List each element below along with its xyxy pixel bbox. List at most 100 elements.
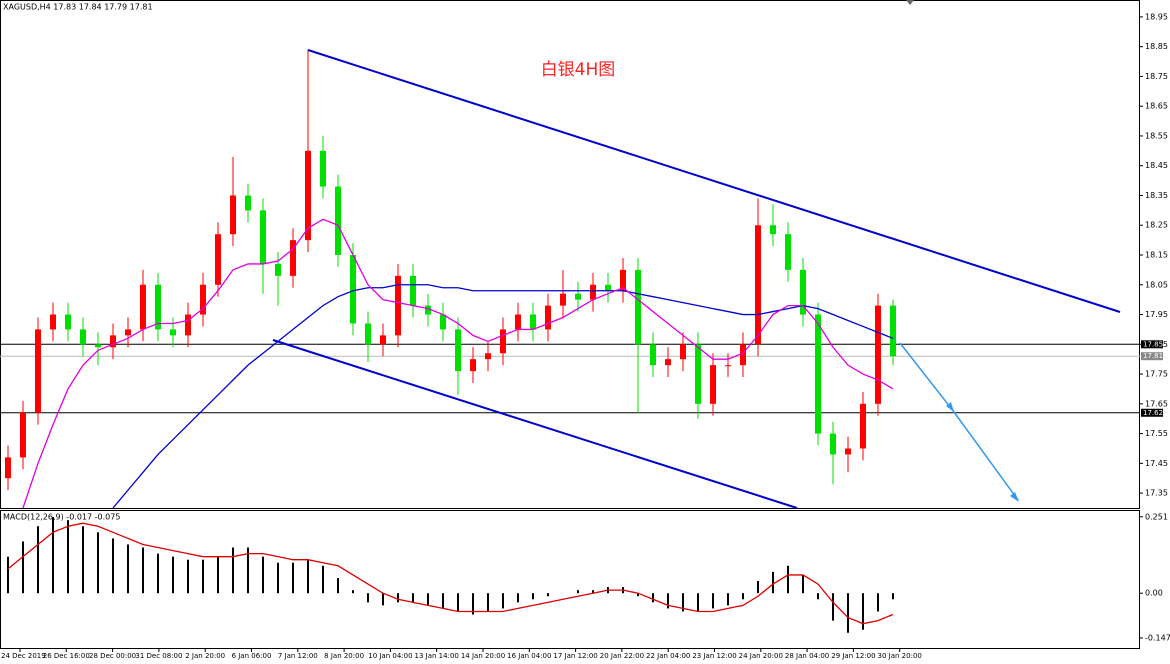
candle-body bbox=[110, 335, 116, 348]
trend-line bbox=[307, 49, 1121, 313]
x-tick-label: 6 Jan 06:00 bbox=[232, 652, 272, 660]
candle-body bbox=[170, 329, 176, 336]
candle-body bbox=[530, 314, 536, 330]
y-tick-label: 17.95 bbox=[1145, 310, 1168, 319]
arrow bbox=[953, 411, 1019, 501]
candle-body bbox=[260, 210, 266, 264]
candle-body bbox=[485, 353, 491, 360]
candle-body bbox=[740, 344, 746, 366]
y-tick-label: 18.65 bbox=[1145, 102, 1168, 111]
x-tick-label: 13 Jan 14:00 bbox=[415, 652, 459, 660]
x-tick-label: 16 Jan 04:00 bbox=[507, 652, 551, 660]
candle-body bbox=[695, 344, 701, 404]
y-tick-label: 17.35 bbox=[1145, 489, 1168, 498]
candle-body bbox=[500, 329, 506, 354]
x-tick-label: 29 Jan 12:00 bbox=[831, 652, 875, 660]
y-tick-label: 18.35 bbox=[1145, 191, 1168, 200]
y-tick-label: 0.251 bbox=[1145, 512, 1168, 521]
price-pane: 18.95 18.85 18.75 18.65 18.55 18.45 18.35 18.25… bbox=[0, 12, 1168, 509]
x-tick-label: 23 Jan 12:00 bbox=[692, 652, 736, 660]
candle-body bbox=[335, 186, 341, 256]
x-tick-label: 2 Jan 20:00 bbox=[185, 652, 225, 660]
arrow bbox=[899, 342, 955, 413]
x-tick-label: 28 Dec 00:00 bbox=[89, 652, 136, 660]
candle-body bbox=[845, 448, 851, 455]
candle-body bbox=[305, 150, 311, 241]
candle-body bbox=[785, 234, 791, 270]
x-tick-label: 31 Dec 08:00 bbox=[135, 652, 182, 660]
candle-body bbox=[80, 329, 86, 345]
candle-body bbox=[755, 225, 761, 345]
arrow-head bbox=[1010, 492, 1019, 502]
x-tick-label: 24 Dec 2019 bbox=[1, 652, 46, 660]
y-tick-label: 18.05 bbox=[1145, 280, 1168, 289]
candle-body bbox=[875, 305, 881, 404]
candle-body bbox=[320, 150, 326, 187]
candle-body bbox=[425, 305, 431, 315]
arrow-head bbox=[946, 402, 954, 412]
candle-body bbox=[890, 305, 896, 357]
last-price-tag bbox=[1141, 352, 1163, 361]
y-tick-label: 18.25 bbox=[1145, 221, 1168, 230]
candle-body bbox=[350, 255, 356, 324]
candle-body bbox=[365, 323, 371, 345]
candle-body bbox=[125, 329, 131, 336]
candle-body bbox=[770, 225, 776, 235]
x-tick-label: 17 Jan 12:00 bbox=[553, 652, 597, 660]
candle-body bbox=[560, 293, 566, 306]
candle-body bbox=[710, 365, 716, 404]
y-tick-label: 17.65 bbox=[1145, 399, 1168, 408]
candle-body bbox=[95, 344, 101, 348]
candle-body bbox=[5, 457, 11, 479]
y-tick-label: 18.45 bbox=[1145, 161, 1168, 170]
y-tick-label: 18.15 bbox=[1145, 251, 1168, 260]
candle-body bbox=[470, 359, 476, 372]
y-tick-label: -0.147 bbox=[1145, 633, 1170, 642]
candle-body bbox=[620, 269, 626, 291]
x-tick-label: 26 Dec 16:00 bbox=[43, 652, 90, 660]
last-price-label: 17.81 bbox=[1143, 352, 1163, 360]
x-tick-label: 24 Jan 20:00 bbox=[739, 652, 783, 660]
y-tick-label: 17.55 bbox=[1145, 429, 1168, 438]
annotation: 白银4H图 bbox=[541, 60, 616, 80]
x-tick-label: 28 Jan 04:00 bbox=[785, 652, 829, 660]
x-tick-label: 14 Jan 20:00 bbox=[461, 652, 505, 660]
level-tag bbox=[1141, 408, 1163, 417]
candle-body bbox=[395, 275, 401, 336]
candle-body bbox=[800, 269, 806, 315]
candle-body bbox=[50, 314, 56, 330]
indicator-line bbox=[112, 284, 894, 509]
candle-body bbox=[155, 284, 161, 330]
candle-body bbox=[140, 284, 146, 330]
candle-body bbox=[290, 240, 296, 276]
candle-body bbox=[860, 403, 866, 449]
candle-body bbox=[20, 412, 26, 458]
x-tick-label: 22 Jan 04:00 bbox=[646, 652, 690, 660]
candle-body bbox=[590, 284, 596, 300]
x-tick-label: 20 Jan 22:00 bbox=[600, 652, 644, 660]
candle-body bbox=[410, 275, 416, 306]
candle-body bbox=[185, 314, 191, 336]
shift-marker bbox=[906, 0, 914, 5]
x-tick-label: 8 Jan 20:00 bbox=[324, 652, 364, 660]
candle-body bbox=[275, 263, 281, 276]
indicator-line bbox=[7, 522, 894, 625]
y-tick-label: 18.85 bbox=[1145, 42, 1168, 51]
candle-body bbox=[815, 314, 821, 434]
candle-body bbox=[680, 344, 686, 360]
macd-frame bbox=[0, 510, 1140, 649]
candle-body bbox=[455, 329, 461, 372]
x-tick-label: 10 Jan 04:00 bbox=[368, 652, 412, 660]
y-tick-label: 18.95 bbox=[1145, 12, 1168, 21]
y-tick-label: 18.75 bbox=[1145, 72, 1168, 81]
candle-body bbox=[650, 344, 656, 366]
y-tick-label: 17.45 bbox=[1145, 459, 1168, 468]
indicator-line bbox=[22, 218, 894, 509]
y-tick-label: 0.00 bbox=[1145, 589, 1163, 598]
trend-line bbox=[272, 339, 798, 509]
x-tick-label: 30 Jan 20:00 bbox=[878, 652, 922, 660]
candle-body bbox=[200, 284, 206, 315]
candle-body bbox=[575, 293, 581, 300]
